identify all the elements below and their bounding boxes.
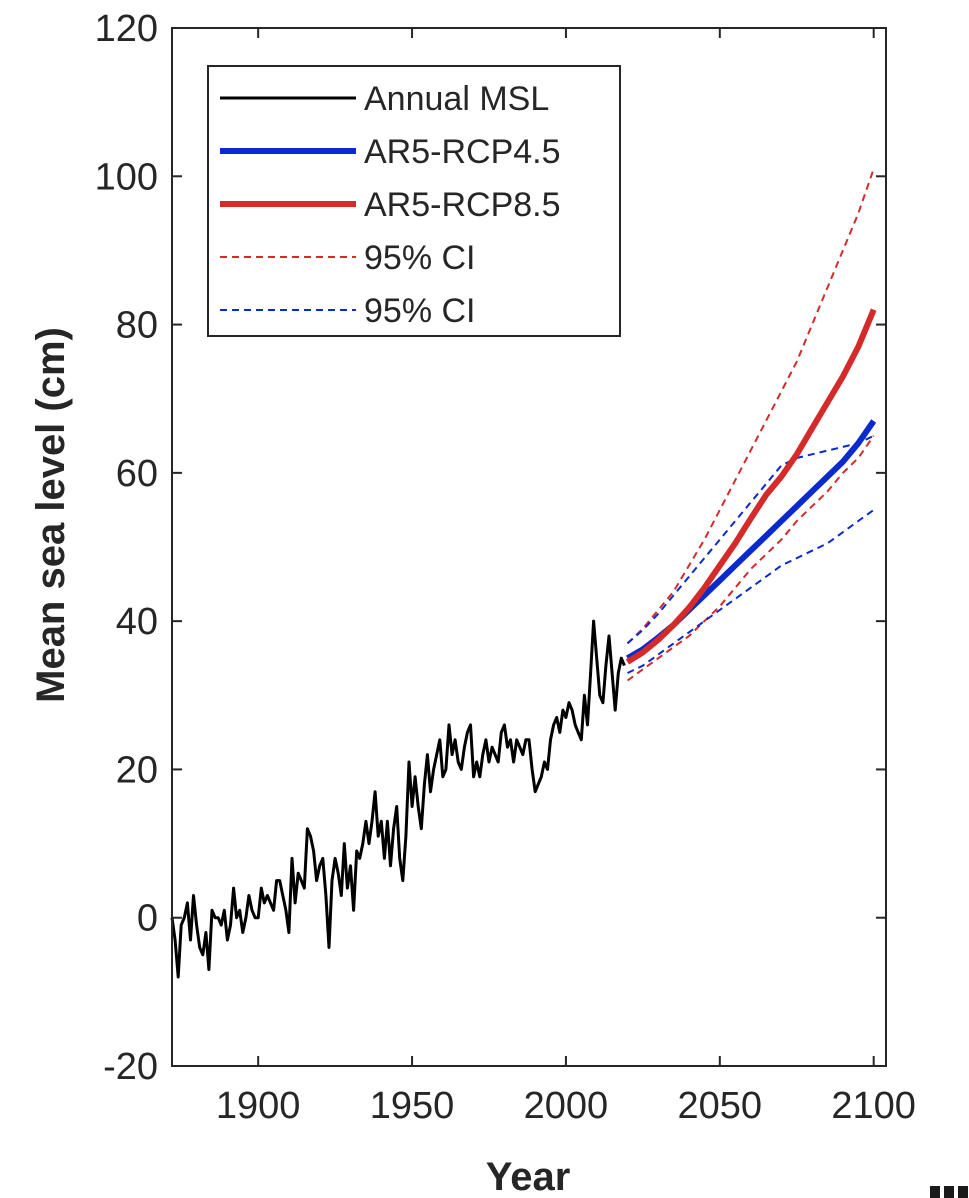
legend-label: AR5-RCP4.5 [364,133,561,171]
ci-upper-line-rcp85 [626,168,875,645]
rcp45-line [625,419,877,661]
legend-label: Annual MSL [364,80,549,118]
x-axis-title: Year [486,1155,571,1198]
plot-frame [171,27,887,1067]
annual-msl-line [170,619,626,979]
x-axis-ticks: 1900 1950 2000 2050 2100 [216,28,916,1127]
cropped-corner-mark [928,1166,969,1198]
x-tick-label: 2100 [831,1085,916,1127]
legend-label: AR5-RCP8.5 [364,186,561,224]
x-tick-label: 2050 [678,1085,763,1127]
y-tick-label: 120 [95,8,158,50]
y-tick-label: 80 [116,305,158,347]
y-tick-label: 100 [95,156,158,198]
y-tick-label: 20 [116,749,158,791]
ci-lower-line-rcp45 [627,509,875,674]
legend-label: 95% CI [364,239,476,277]
x-tick-label: 1950 [370,1085,455,1127]
ci-upper-line-rcp45 [626,434,875,645]
y-tick-label: 40 [116,601,158,643]
plot-lines [170,168,877,979]
y-tick-label: 0 [137,898,158,940]
y-tick-label: 60 [116,453,158,495]
legend: Annual MSL AR5-RCP4.5 AR5-RCP8.5 95% CI 95% … [207,65,621,337]
ci-lower-line-rcp85 [626,435,875,682]
y-axis-ticks: -20 0 20 40 60 80 100 120 [95,8,886,1088]
rcp85-line [625,308,877,665]
legend-label: 95% CI [364,292,476,330]
y-axis-title: Mean sea level (cm) [29,327,73,703]
y-tick-label: -20 [103,1046,158,1088]
x-tick-label: 1900 [216,1085,301,1127]
x-tick-label: 2000 [524,1085,609,1127]
